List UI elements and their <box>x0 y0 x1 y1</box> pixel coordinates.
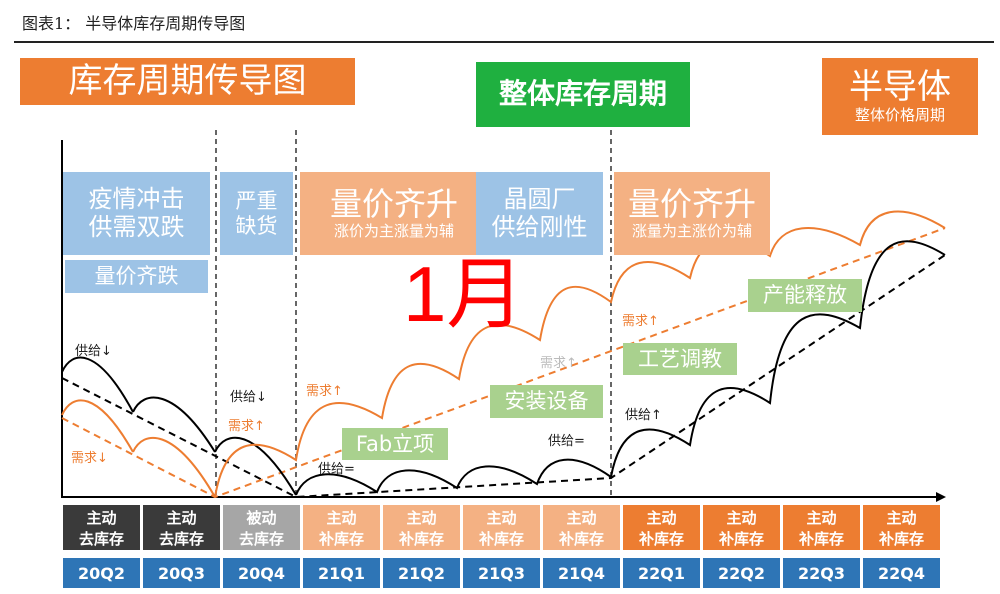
phase-rise-1: 量价齐升 涨价为主涨量为辅 <box>300 172 488 255</box>
inventory-phase-cell: 主动 补库存 <box>623 505 700 550</box>
header-right-sub: 整体价格周期 <box>854 106 945 125</box>
phase-fab-rigid: 晶圆厂 供给刚性 <box>476 172 603 255</box>
phase-cell-text: 主动 <box>486 508 517 527</box>
milestone-tuning: 工艺调教 <box>623 343 737 375</box>
phase-text: 晶圆厂 <box>503 184 576 213</box>
quarter-label: 20Q3 <box>143 558 220 588</box>
phase-cell-text: 主动 <box>566 508 597 527</box>
annotation-supply: 供给= <box>548 434 585 449</box>
annotation-demand: 需求↑ <box>306 384 343 399</box>
annotation-demand: 需求↑ <box>540 356 577 371</box>
phase-shortage: 严重 缺货 <box>220 172 293 255</box>
demand-curve <box>132 436 216 498</box>
supply-curve <box>132 396 216 453</box>
header-center: 整体库存周期 <box>476 62 690 127</box>
phase-text: 严重 <box>235 189 278 214</box>
demand-curve <box>61 399 134 453</box>
phase-cell-text: 补库存 <box>638 529 684 548</box>
milestone-release: 产能释放 <box>748 279 862 312</box>
annotation-demand: 需求↑ <box>228 419 265 434</box>
phase-cell-text: 主动 <box>726 508 757 527</box>
quarter-label: 22Q1 <box>623 558 700 588</box>
demand-curve <box>214 210 946 498</box>
annotation-supply: 供给↓ <box>230 390 267 405</box>
supply-trend-line <box>61 254 946 499</box>
phase-subtext: 涨价为主涨量为辅 <box>333 222 454 241</box>
quarter-label: 21Q3 <box>463 558 540 588</box>
phase-cell-text: 去库存 <box>78 529 124 548</box>
inventory-phase-cell: 主动 补库存 <box>703 505 780 550</box>
phase-text: 量价齐升 <box>627 185 756 224</box>
phase-text: 缺货 <box>235 213 278 238</box>
quarter-label: 22Q4 <box>863 558 940 588</box>
phase-cell-text: 补库存 <box>798 529 844 548</box>
annotation-demand: 需求↓ <box>71 451 108 466</box>
annotation-supply: 供给↓ <box>75 344 112 359</box>
supply-curve <box>214 436 297 496</box>
header-right: 半导体 整体价格周期 <box>822 58 978 135</box>
phase-cell-text: 补库存 <box>878 529 924 548</box>
quarter-label: 20Q4 <box>223 558 300 588</box>
quarter-label: 21Q1 <box>303 558 380 588</box>
quarter-label: 20Q2 <box>63 558 140 588</box>
phase-cell-text: 补库存 <box>718 529 764 548</box>
supply-curve <box>61 356 134 413</box>
inventory-phase-cell: 主动 补库存 <box>863 505 940 550</box>
phase-cell-text: 主动 <box>886 508 917 527</box>
phase-cell-text: 补库存 <box>478 529 524 548</box>
phase-pandemic: 疫情冲击 供需双跌 <box>63 172 210 255</box>
inventory-phase-row: 主动 去库存 主动 去库存 被动 去库存 主动 补库存 主动 补库存 主动 补库存 主动 补库存 主动 补库存… <box>63 505 940 550</box>
title-rule <box>14 41 994 43</box>
annotation-demand: 需求↑ <box>622 314 659 329</box>
phase-cell-text: 去库存 <box>158 529 204 548</box>
figure-title: 图表1： 半导体库存周期传导图 <box>22 14 246 33</box>
phase-subtext: 涨量为主涨价为辅 <box>631 222 752 241</box>
phase-cell-text: 主动 <box>646 508 677 527</box>
phase-cell-text: 补库存 <box>558 529 604 548</box>
inventory-phase-cell: 主动 补库存 <box>383 505 460 550</box>
x-axis-arrow <box>936 492 946 502</box>
inventory-phase-cell: 主动 补库存 <box>543 505 620 550</box>
milestone-fab: Fab立项 <box>342 428 448 460</box>
phase-text: 供给刚性 <box>491 212 588 241</box>
phase-cell-text: 主动 <box>166 508 197 527</box>
phase-cell-text: 去库存 <box>238 529 284 548</box>
annotation-supply: 供给= <box>318 462 355 477</box>
quarter-label: 22Q2 <box>703 558 780 588</box>
supply-curve <box>295 240 946 496</box>
header-right-main: 半导体 <box>849 67 951 108</box>
month-overlay: 1月 <box>403 250 525 338</box>
header-left: 库存周期传导图 <box>20 58 355 105</box>
phase-rise-2: 量价齐升 涨量为主涨价为辅 <box>614 172 770 255</box>
phase-text: 供需双跌 <box>88 212 185 241</box>
inventory-phase-cell: 主动 去库存 <box>143 505 220 550</box>
phase-cell-text: 主动 <box>326 508 357 527</box>
phase-cell-text: 主动 <box>86 508 117 527</box>
inventory-phase-cell: 主动 补库存 <box>463 505 540 550</box>
phase-volume-price-fall: 量价齐跌 <box>65 260 208 293</box>
annotation-supply: 供给↑ <box>625 408 662 423</box>
quarter-label: 21Q4 <box>543 558 620 588</box>
phase-cell-text: 补库存 <box>318 529 364 548</box>
phase-cell-text: 补库存 <box>398 529 444 548</box>
quarter-label: 21Q2 <box>383 558 460 588</box>
milestone-install: 安装设备 <box>490 385 603 418</box>
phase-cell-text: 主动 <box>406 508 437 527</box>
phase-text: 量价齐升 <box>329 185 458 224</box>
phase-cell-text: 主动 <box>806 508 837 527</box>
inventory-phase-cell: 主动 补库存 <box>783 505 860 550</box>
inventory-phase-cell: 主动 补库存 <box>303 505 380 550</box>
inventory-phase-cell: 被动 去库存 <box>223 505 300 550</box>
quarter-row: 20Q2 20Q3 20Q4 21Q1 21Q2 21Q3 21Q4 22Q1 22Q2 22Q3… <box>63 558 940 588</box>
phase-text: 疫情冲击 <box>88 184 185 213</box>
phase-cell-text: 被动 <box>246 508 277 527</box>
inventory-phase-cell: 主动 去库存 <box>63 505 140 550</box>
quarter-label: 22Q3 <box>783 558 860 588</box>
